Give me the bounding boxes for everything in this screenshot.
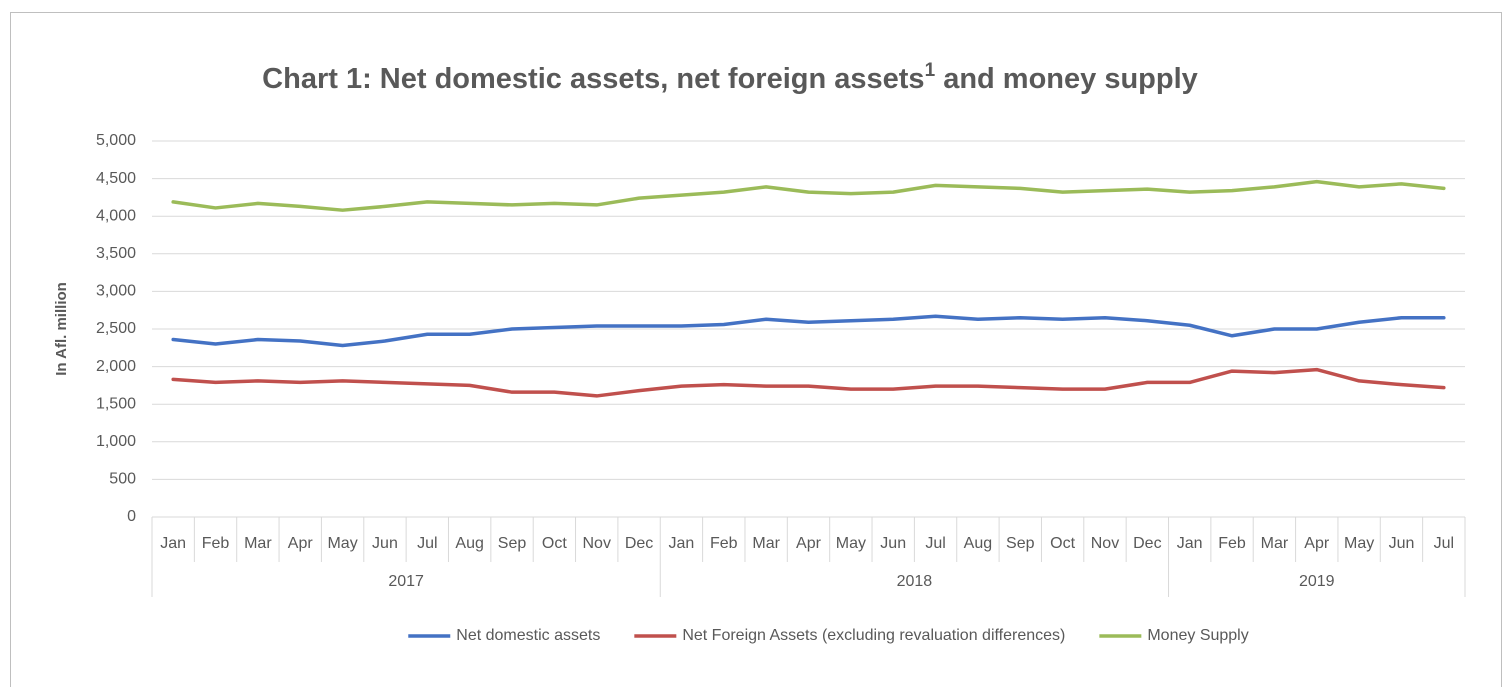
x-tick-label: Aug xyxy=(455,535,483,552)
x-tick-label: Feb xyxy=(710,535,738,552)
series-line xyxy=(171,179,1446,212)
x-tick-label: Feb xyxy=(1218,535,1246,552)
chart-frame xyxy=(10,12,1502,687)
title-main: Chart 1: Net domestic assets, net foreig… xyxy=(262,63,924,95)
y-tick-label: 2,500 xyxy=(96,320,136,337)
x-tick-label: Jun xyxy=(372,535,398,552)
x-tick-label: Jul xyxy=(925,535,945,552)
y-tick-label: 5,000 xyxy=(96,132,136,149)
x-tick-label: Sep xyxy=(1006,535,1035,552)
y-tick-label: 4,500 xyxy=(96,170,136,187)
x-tick-label: May xyxy=(327,535,357,552)
x-tick-label: Oct xyxy=(1050,535,1075,552)
y-tick-label: 0 xyxy=(127,508,136,525)
x-tick-label: Jun xyxy=(1389,535,1415,552)
legend-label: Money Supply xyxy=(1147,627,1248,644)
x-tick-label: Jun xyxy=(880,535,906,552)
x-tick-label: Mar xyxy=(1261,535,1289,552)
y-tick-label: 3,000 xyxy=(96,283,136,300)
x-tick-label: Nov xyxy=(1091,535,1119,552)
x-tick-label: Dec xyxy=(1133,535,1161,552)
title-superscript: 1 xyxy=(925,60,936,81)
legend-label: Net domestic assets xyxy=(456,627,600,644)
y-tick-label: 1,500 xyxy=(96,395,136,412)
series-line xyxy=(171,367,1446,398)
x-tick-label: Aug xyxy=(964,535,992,552)
x-tick-label: Oct xyxy=(542,535,567,552)
legend-label: Net Foreign Assets (excluding revaluatio… xyxy=(682,627,1065,644)
group-label: 2017 xyxy=(388,573,424,590)
x-tick-label: Apr xyxy=(1304,535,1330,552)
x-tick-label: Feb xyxy=(202,535,230,552)
x-tick-label: Dec xyxy=(625,535,653,552)
x-tick-label: Apr xyxy=(288,535,314,552)
legend: Net domestic assets Net Foreign Assets (e… xyxy=(408,627,1249,644)
x-tick-label: Jan xyxy=(669,535,695,552)
x-tick-label: Jan xyxy=(1177,535,1203,552)
title-end: and money supply xyxy=(935,63,1198,95)
y-tick-label: 4,000 xyxy=(96,207,136,224)
x-tick-label: Apr xyxy=(796,535,822,552)
x-tick-label: May xyxy=(1344,535,1374,552)
y-tick-label: 500 xyxy=(109,471,136,488)
x-tick-label: Nov xyxy=(582,535,610,552)
y-tick-label: 2,000 xyxy=(96,358,136,375)
group-label: 2019 xyxy=(1299,573,1335,590)
x-tick-label: Jul xyxy=(417,535,437,552)
chart-title: Chart 1: Net domestic assets, net foreig… xyxy=(262,60,1198,95)
x-tick-label: Jul xyxy=(1434,535,1454,552)
y-axis-title: In Afl. million xyxy=(53,282,70,376)
x-tick-label: Sep xyxy=(498,535,527,552)
y-tick-label: 1,000 xyxy=(96,433,136,450)
x-tick-label: Mar xyxy=(752,535,780,552)
series-line xyxy=(171,314,1446,348)
x-tick-label: Mar xyxy=(244,535,272,552)
y-tick-label: 3,500 xyxy=(96,245,136,262)
x-tick-label: May xyxy=(836,535,866,552)
group-label: 2018 xyxy=(897,573,933,590)
x-tick-label: Jan xyxy=(160,535,186,552)
